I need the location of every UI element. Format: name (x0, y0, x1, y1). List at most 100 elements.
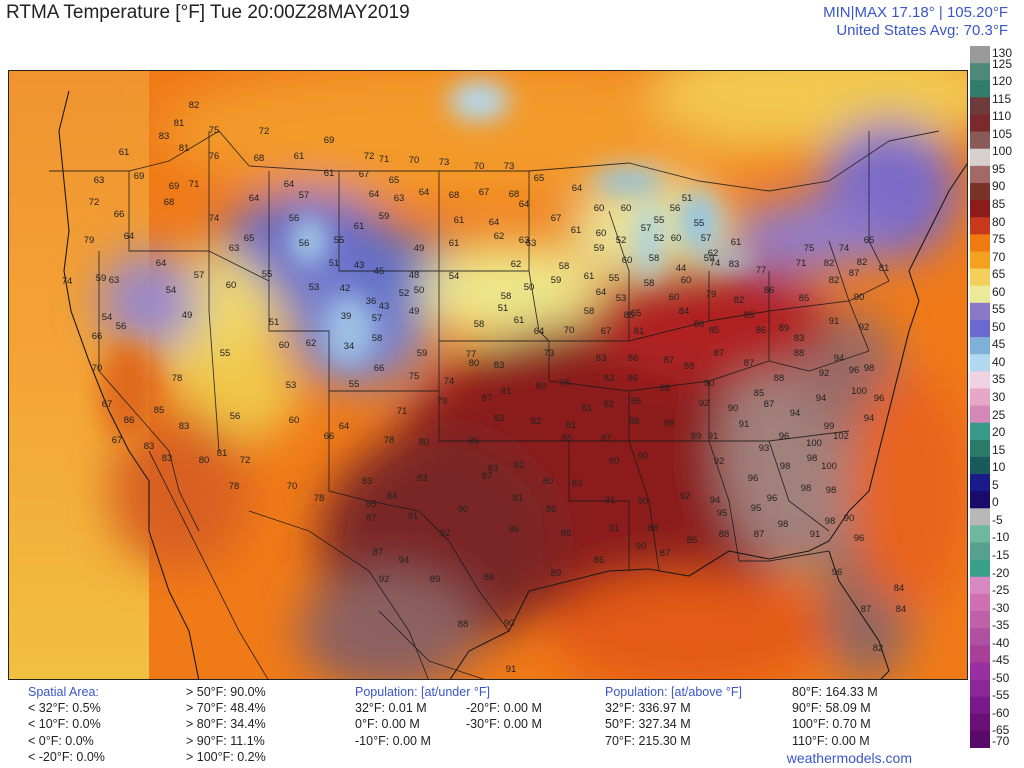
temperature-value-label: 55 (654, 215, 665, 226)
temperature-value-label: 96 (874, 393, 885, 404)
temperature-value-label: 55 (694, 218, 705, 229)
temperature-value-label: 45 (374, 266, 385, 277)
colorbar-swatch (970, 217, 990, 235)
temperature-value-label: 52 (654, 233, 665, 244)
temperature-value-label: 89 (779, 323, 790, 334)
temperature-value-label: 63 (526, 238, 537, 249)
temperature-value-label: 72 (89, 197, 100, 208)
temperature-value-label: 64 (369, 189, 380, 200)
temperature-value-label: 90 (638, 496, 649, 507)
temperature-value-label: 78 (384, 435, 395, 446)
temperature-value-label: 84 (896, 604, 907, 615)
temperature-value-label: 66 (324, 431, 335, 442)
colorbar-swatch (970, 46, 990, 64)
lake-michigan (637, 201, 661, 281)
temperature-value-label: 54 (102, 312, 113, 323)
temperature-value-label: 94 (710, 495, 721, 506)
temperature-value-label: 65 (534, 173, 545, 184)
temperature-value-label: 85 (562, 433, 573, 444)
colorbar-tick-label: -10 (992, 530, 1010, 545)
colorbar-swatch (970, 354, 990, 372)
colorbar-swatch (970, 628, 990, 646)
temperature-value-label: 85 (624, 310, 635, 321)
credit-link[interactable]: weathermodels.com (786, 750, 912, 766)
temperature-value-label: 85 (744, 310, 755, 321)
colorbar-tick-label: 85 (992, 196, 1006, 211)
spatial-left-item: < 0°F: 0.0% (28, 733, 94, 748)
temperature-value-label: 71 (796, 258, 807, 269)
temperature-value-label: 87 (601, 433, 612, 444)
temperature-value-label: 91 (708, 431, 719, 442)
temperature-map[interactable]: 82 81 75 72 69 83 81 76 68 61 72 71 70 73 70 73 65 64 60 61… (8, 70, 968, 680)
temperature-value-label: 83 (159, 131, 170, 142)
colorbar-swatch (970, 542, 990, 561)
temperature-value-label: 59 (704, 253, 715, 264)
temperature-value-label: 65 (244, 233, 255, 244)
colorbar-swatch (970, 182, 990, 201)
temperature-value-label: 71 (379, 154, 390, 165)
temperature-value-label: 98 (801, 483, 812, 494)
temperature-value-label: 89 (664, 418, 675, 429)
temperature-value-label: 83 (729, 259, 740, 270)
temperature-value-label: 96 (854, 533, 865, 544)
temperature-value-label: 54 (449, 271, 460, 282)
temperature-value-label: 80 (536, 381, 547, 392)
temperature-value-label: 82 (531, 416, 542, 427)
central-california-warm (99, 341, 159, 441)
temperature-value-label: 64 (124, 231, 135, 242)
temperature-value-label: 61 (354, 221, 365, 232)
temperature-value-label: 72 (364, 151, 375, 162)
colorbar-swatch (970, 611, 990, 629)
north-dakota-cool (449, 81, 509, 121)
atlantic-ocean (849, 371, 967, 611)
colorbar-tick-label: -60 (992, 705, 1010, 720)
temperature-value-label: 87 (660, 548, 671, 559)
temperature-value-label: 80 (199, 455, 210, 466)
temperature-value-label: 70 (564, 325, 575, 336)
colorbar-swatch (970, 713, 990, 732)
temperature-value-label: 91 (810, 529, 821, 540)
colorbar-swatch (970, 405, 990, 424)
temperature-value-label: 36 (366, 296, 377, 307)
population-above-header: Population: [at/above °F] (605, 685, 743, 699)
temperature-value-label: 61 (454, 215, 465, 226)
spatial-right-item: > 70°F: 48.4% (186, 701, 266, 716)
temperature-value-label: 79 (84, 235, 95, 246)
temperature-value-label: 96 (832, 567, 843, 578)
temperature-value-label: 59 (379, 211, 390, 222)
temperature-value-label: 88 (719, 529, 730, 540)
colorbar-swatch (970, 388, 990, 407)
temperature-value-label: 90 (844, 513, 855, 524)
temperature-value-label: 48 (409, 270, 420, 281)
temperature-value-label: 70 (287, 481, 298, 492)
temperature-value-label: 82 (734, 295, 745, 306)
us-average-label: United States Avg: 70.3°F (836, 22, 1008, 39)
temperature-map-canvas: 82 81 75 72 69 83 81 76 68 61 72 71 70 73 70 73 65 64 60 61… (9, 71, 967, 679)
temperature-value-label: 54 (166, 285, 177, 296)
temperature-value-label: 86 (756, 325, 767, 336)
temperature-value-label: 51 (682, 193, 693, 204)
temperature-value-label: 83 (144, 441, 155, 452)
temperature-value-label: 56 (116, 321, 127, 332)
temperature-value-label: 67 (112, 435, 123, 446)
temperature-value-label: 60 (279, 340, 290, 351)
colorbar-swatch (970, 165, 990, 184)
colorbar-tick-label: -20 (992, 565, 1010, 580)
temperature-value-label: 82 (604, 399, 615, 410)
temperature-value-label: 84 (679, 306, 690, 317)
temperature-value-label: 61 (571, 225, 582, 236)
temperature-value-label: 73 (439, 157, 450, 168)
temperature-value-label: 91 (829, 316, 840, 327)
temperature-value-label: 81 (566, 420, 577, 431)
temperature-value-label: 98 (825, 516, 836, 527)
temperature-value-label: 94 (790, 408, 801, 419)
temperature-value-label: 90 (609, 456, 620, 467)
temperature-value-label: 81 (179, 143, 190, 154)
colorbar-tick-label: 25 (992, 407, 1006, 422)
temperature-value-label: 87 (861, 604, 872, 615)
temperature-value-label: 55 (220, 348, 231, 359)
temperature-value-label: 67 (551, 213, 562, 224)
colorbar-tick-label: 20 (992, 425, 1006, 440)
temperature-value-label: 59 (96, 273, 107, 284)
temperature-value-label: 91 (506, 664, 517, 675)
